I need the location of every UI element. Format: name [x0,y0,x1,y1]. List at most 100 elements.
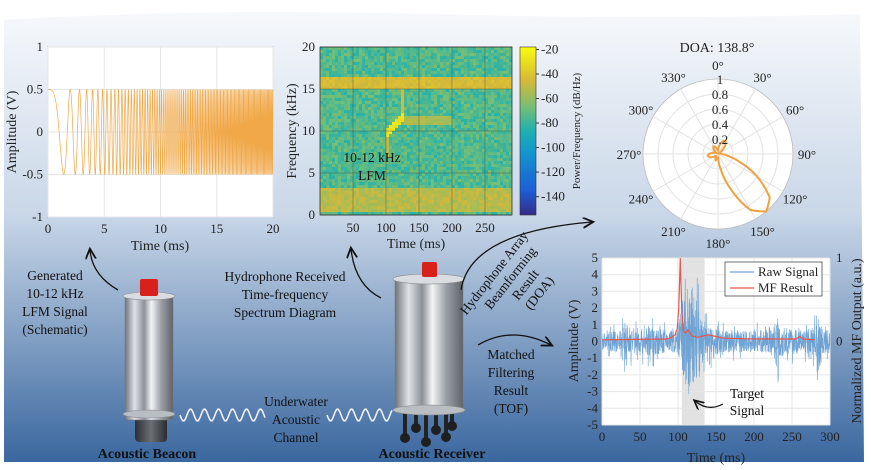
spectrogram-cell [395,68,398,71]
spectrogram-cell [326,131,329,134]
spectrogram-cell [380,68,383,71]
spectrogram-cell [473,158,476,161]
spectrogram-cell [332,95,335,98]
spectrogram-cell [383,89,386,92]
spectrogram-cell [500,47,503,50]
spectrogram-cell [491,92,494,95]
spectrogram-cell [425,188,428,191]
y-tick-label: -0.5 [22,167,43,182]
spectrogram-cell [476,146,479,149]
spectrogram-cell [347,80,350,83]
spectrogram-cell [419,83,422,86]
spectrogram-cell [443,104,446,107]
spectrogram-cell [455,119,458,122]
spectrogram-cell [422,200,425,203]
spectrogram-cell [347,146,350,149]
spectrogram-cell [347,95,350,98]
spectrogram-cell [365,140,368,143]
spectrogram-cell [350,206,353,209]
spectrogram-cell [464,206,467,209]
spectrogram-cell [497,188,500,191]
spectrogram-cell [425,200,428,203]
spectrogram-cell [416,194,419,197]
spectrogram-cell [323,110,326,113]
spectrogram-cell [401,104,404,107]
spectrogram-cell [509,191,512,194]
spectrogram-cell [419,137,422,140]
spectrogram-cell [404,149,407,152]
spectrogram-cell [509,128,512,131]
spectrogram-cell [362,65,365,68]
spectrogram-cell [497,68,500,71]
spectrogram-cell [395,137,398,140]
spectrogram-cell [482,71,485,74]
spectrogram-cell [494,59,497,62]
spectrogram-cell [440,134,443,137]
spectrogram-cell [440,161,443,164]
spectrogram-cell [494,92,497,95]
spectrogram-cell [509,89,512,92]
spectrogram-cell [425,62,428,65]
spectrogram-cell [350,89,353,92]
spectrogram-cell [497,212,500,215]
spectrogram-cell [452,107,455,110]
spectrogram-cell [395,56,398,59]
spectrogram-cell [467,176,470,179]
spectrogram-cell [386,155,389,158]
spectrogram-cell [425,83,428,86]
spectrogram-cell [323,152,326,155]
spectrogram-cell [359,119,362,122]
spectrogram-cell [419,146,422,149]
spectrogram-cell [452,101,455,104]
spectrogram-cell [392,71,395,74]
spectrogram-cell [425,131,428,134]
spectrogram-cell [428,59,431,62]
spectrogram-cell [425,89,428,92]
spectrogram-cell [503,200,506,203]
spectrogram-cell [398,98,401,101]
spectrogram-cell [488,59,491,62]
spectrogram-cell [395,125,398,128]
spectrogram-cell [473,83,476,86]
spectrogram-cell [494,101,497,104]
spectrogram-cell [440,212,443,215]
spectrogram-cell [338,170,341,173]
spectrogram-cell [347,179,350,182]
spectrogram-cell [488,164,491,167]
spectrogram-cell [338,131,341,134]
spectrogram-cell [503,101,506,104]
spectrogram-cell [497,74,500,77]
spectrogram-cell [491,125,494,128]
spectrogram-cell [464,65,467,68]
spectrogram-cell [434,113,437,116]
spectrogram-cell [464,203,467,206]
spectrogram-cell [404,146,407,149]
spectrogram-cell [377,209,380,212]
spectrogram-cell [476,62,479,65]
spectrogram-cell [416,155,419,158]
spectrogram-cell [353,86,356,89]
spectrogram-cell [473,122,476,125]
spectrogram-cell [392,182,395,185]
spectrogram-cell [488,179,491,182]
spectrogram-cell [368,59,371,62]
spectrogram-cell [377,134,380,137]
spectrogram-cell [479,80,482,83]
spectrogram-cell [491,65,494,68]
spectrogram-cell [404,140,407,143]
y-tick-label: 0 [309,207,316,222]
spectrogram-cell [425,122,428,125]
spectrogram-cell [407,200,410,203]
spectrogram-cell [458,203,461,206]
spectrogram-cell [329,122,332,125]
spectrogram-cell [509,125,512,128]
spectrogram-cell [503,77,506,80]
spectrogram-cell [401,197,404,200]
spectrogram-cell [386,176,389,179]
spectrogram-cell [434,83,437,86]
spectrogram-cell [500,56,503,59]
spectrogram-cell [380,137,383,140]
spectrogram-cell [431,134,434,137]
spectrogram-cell [341,110,344,113]
spectrogram-cell [410,167,413,170]
